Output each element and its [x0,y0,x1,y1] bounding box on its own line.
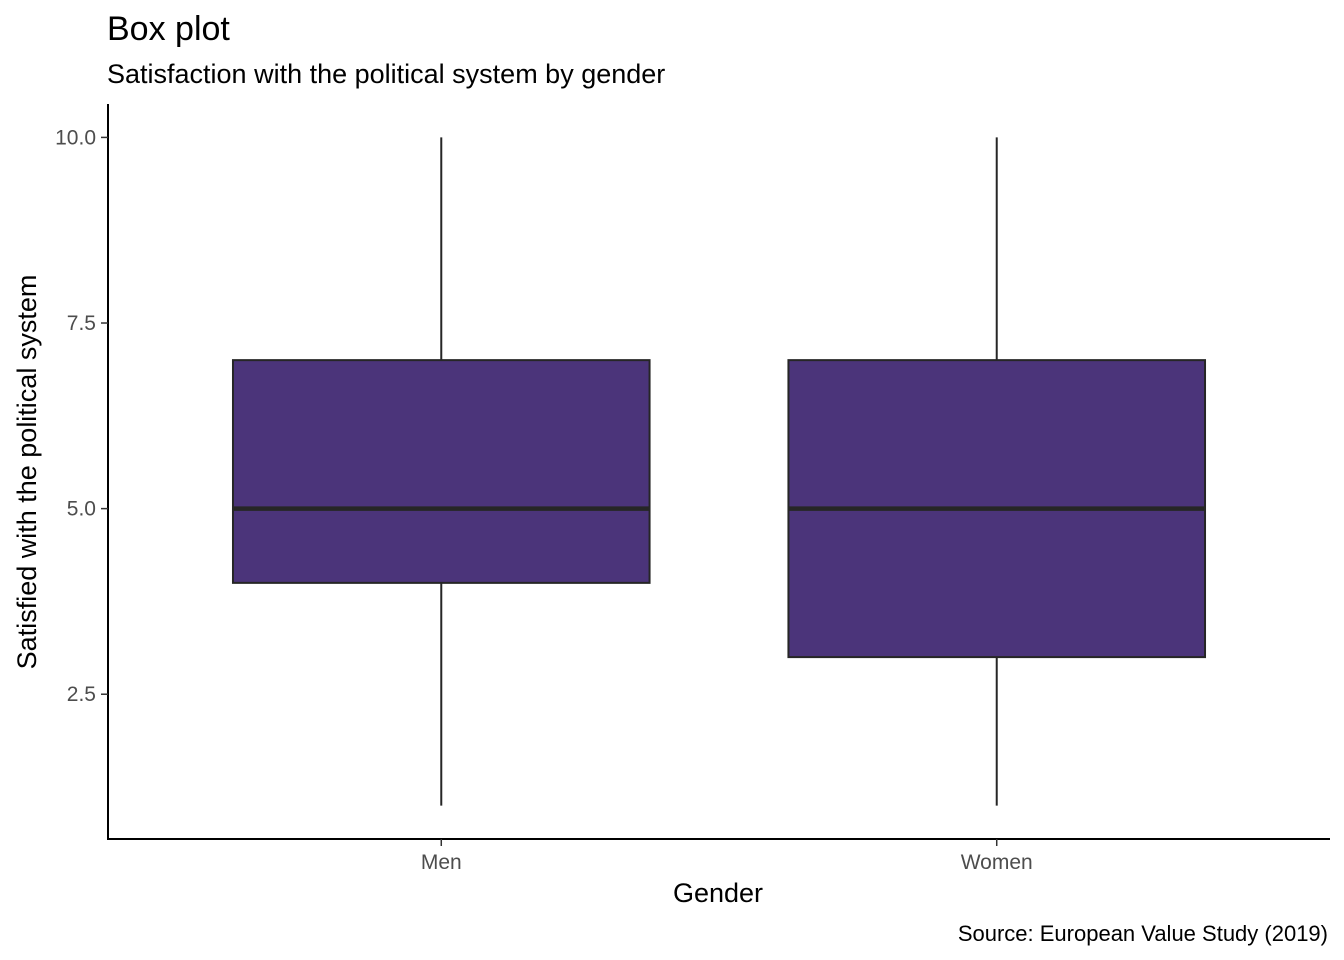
x-axis-title: Gender [673,878,763,908]
chart-title: Box plot [107,10,230,48]
y-tick-label: 10.0 [55,126,96,149]
chart-subtitle: Satisfaction with the political system b… [107,59,665,89]
plot-area: 2.5 5.0 7.5 10.0 Men Women [55,104,1330,874]
chart-caption: Source: European Value Study (2019) [958,921,1328,946]
y-axis-title: Satisfied with the political system [12,275,42,670]
y-tick-label: 5.0 [67,498,96,521]
y-tick-label: 7.5 [67,312,96,335]
x-tick-label: Women [961,851,1033,874]
x-tick-label: Men [421,851,462,874]
y-tick-label: 2.5 [67,683,96,706]
box-men [231,359,651,584]
